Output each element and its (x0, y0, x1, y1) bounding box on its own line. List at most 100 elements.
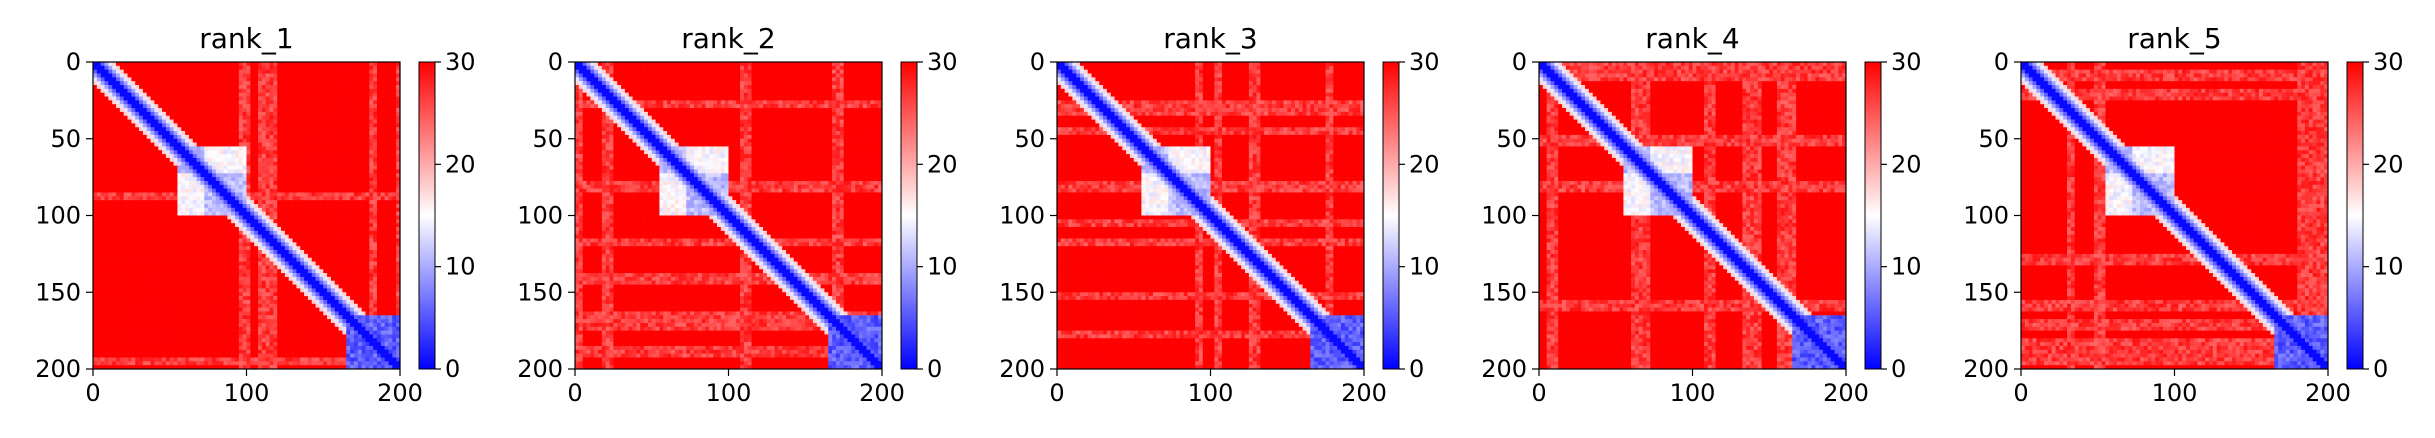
heatmap-cell (197, 143, 201, 147)
heatmap-cell (193, 70, 197, 74)
heatmap-cell (235, 273, 239, 277)
heatmap-cell (151, 166, 155, 170)
heatmap-cell (154, 181, 158, 185)
heatmap-cell (243, 70, 247, 74)
heatmap-cell (235, 93, 239, 97)
heatmap-cell (335, 77, 339, 81)
heatmap-cell (392, 254, 396, 258)
heatmap-cell (216, 246, 220, 250)
heatmap-cell (162, 70, 166, 74)
heatmap-cell (112, 81, 116, 85)
heatmap-cell (139, 204, 143, 208)
heatmap-cell (158, 173, 162, 177)
heatmap-cell (254, 74, 258, 78)
heatmap-cell (281, 250, 285, 254)
heatmap-cell (362, 269, 366, 273)
heatmap-cell (162, 154, 166, 158)
heatmap-cell (281, 288, 285, 292)
heatmap-cell (93, 262, 97, 266)
heatmap-cell (243, 93, 247, 97)
heatmap-cell (323, 223, 327, 227)
heatmap-cell (385, 166, 389, 170)
heatmap-cell (266, 150, 270, 154)
heatmap-cell (312, 66, 316, 70)
heatmap-cell (223, 100, 227, 104)
heatmap-cell (342, 219, 346, 223)
heatmap-cell (200, 139, 204, 143)
heatmap-cell (147, 116, 151, 120)
heatmap-cell (112, 196, 116, 200)
heatmap-cell (151, 154, 155, 158)
heatmap-cell (220, 173, 224, 177)
heatmap-cell (135, 216, 139, 220)
heatmap-cell (327, 277, 331, 281)
heatmap-cell (112, 208, 116, 212)
heatmap-cell (105, 112, 109, 116)
heatmap-cell (208, 265, 212, 269)
heatmap-cell (285, 146, 289, 150)
heatmap-cell (128, 146, 132, 150)
heatmap-cell (174, 70, 178, 74)
heatmap-cell (135, 173, 139, 177)
heatmap-cell (312, 192, 316, 196)
heatmap-cell (285, 100, 289, 104)
heatmap-cell (143, 162, 147, 166)
heatmap-cell (208, 277, 212, 281)
heatmap-cell (97, 269, 101, 273)
heatmap-cell (323, 89, 327, 93)
heatmap-cell (151, 246, 155, 250)
heatmap-cell (339, 181, 343, 185)
heatmap-cell (189, 150, 193, 154)
heatmap-cell (392, 250, 396, 254)
heatmap-cell (220, 292, 224, 296)
heatmap-cell (162, 254, 166, 258)
heatmap-cell (373, 154, 377, 158)
heatmap-cell (381, 273, 385, 277)
heatmap-cell (316, 104, 320, 108)
heatmap-cell (158, 246, 162, 250)
heatmap-cell (308, 227, 312, 231)
heatmap-cell (381, 77, 385, 81)
heatmap-cell (120, 116, 124, 120)
heatmap-cell (335, 112, 339, 116)
heatmap-cell (128, 262, 132, 266)
heatmap-cell (97, 219, 101, 223)
heatmap-cell (105, 216, 109, 220)
heatmap-cell (385, 116, 389, 120)
heatmap-cell (105, 292, 109, 296)
heatmap-cell (124, 300, 128, 304)
heatmap-cell (235, 97, 239, 101)
heatmap-cell (373, 262, 377, 266)
heatmap-cell (273, 285, 277, 289)
heatmap-cell (197, 62, 201, 66)
heatmap-cell (105, 277, 109, 281)
heatmap-cell (293, 100, 297, 104)
heatmap-cell (128, 89, 132, 93)
heatmap-cell (247, 135, 251, 139)
heatmap-cell (231, 162, 235, 166)
heatmap-cell (316, 169, 320, 173)
heatmap-cell (300, 208, 304, 212)
heatmap-cell (174, 281, 178, 285)
heatmap-cell (200, 93, 204, 97)
heatmap-cell (181, 208, 185, 212)
heatmap-cell (385, 93, 389, 97)
heatmap-cell (177, 285, 181, 289)
heatmap-cell (327, 265, 331, 269)
heatmap-cell (158, 77, 162, 81)
heatmap-cell (254, 112, 258, 116)
heatmap-cell (181, 123, 185, 127)
heatmap-cell (289, 120, 293, 124)
heatmap-cell (93, 158, 97, 162)
heatmap-cell (239, 235, 243, 239)
heatmap-cell (392, 108, 396, 112)
heatmap-cell (312, 100, 316, 104)
heatmap-cell (277, 85, 281, 89)
heatmap-cell (312, 77, 316, 81)
heatmap-cell (362, 131, 366, 135)
heatmap-cell (293, 139, 297, 143)
heatmap-cell (204, 300, 208, 304)
heatmap-cell (212, 196, 216, 200)
heatmap-cell (331, 158, 335, 162)
heatmap-cell (289, 223, 293, 227)
